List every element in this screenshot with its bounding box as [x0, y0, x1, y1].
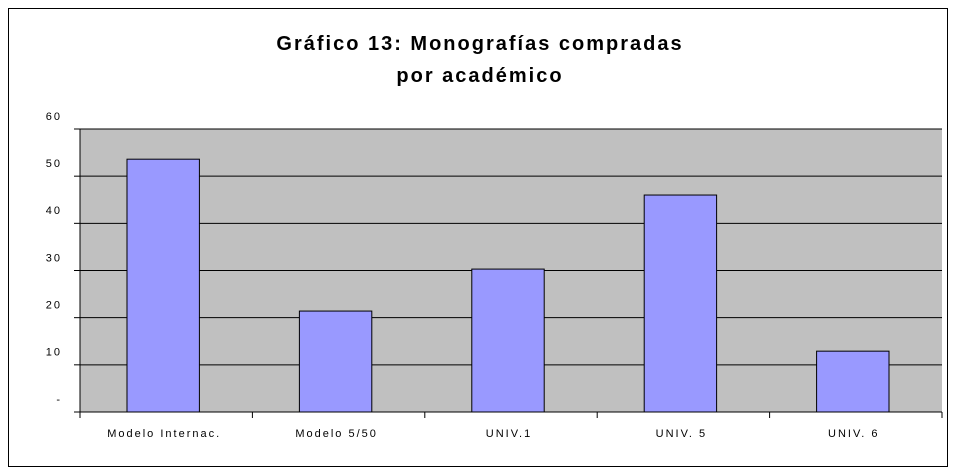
- y-tick-label: 30: [46, 252, 62, 264]
- y-tick-label: -: [56, 394, 62, 406]
- y-tick-label: 50: [46, 158, 62, 170]
- bar: [643, 194, 718, 413]
- y-tick-label: 20: [46, 300, 62, 312]
- y-tick-label: 60: [46, 111, 62, 123]
- y-tick-label: 10: [46, 347, 62, 359]
- x-tick-label: UNIV.1: [486, 428, 532, 440]
- bar: [298, 310, 373, 413]
- chart-title: Gráfico 13: Monografías compradas por ac…: [276, 33, 684, 87]
- x-tick-label: UNIV. 5: [656, 428, 708, 440]
- bar: [816, 350, 890, 413]
- x-tick-label: UNIV. 6: [828, 428, 880, 440]
- x-tick-label: Modelo 5/50: [295, 428, 378, 440]
- bar: [126, 158, 200, 413]
- y-tick-label: 40: [46, 205, 62, 217]
- bar: [471, 268, 545, 413]
- x-tick-label: Modelo Internac.: [107, 428, 221, 440]
